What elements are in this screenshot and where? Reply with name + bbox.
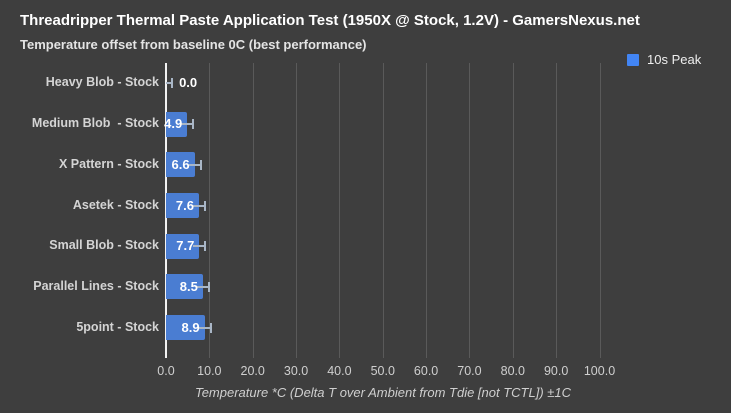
error-bar — [192, 204, 205, 207]
category-label: Small Blob - Stock — [49, 238, 159, 253]
category-label: Asetek - Stock — [72, 197, 159, 212]
bar-value-label: 8.5 — [179, 278, 198, 294]
gridline — [296, 63, 298, 358]
x-tick-label: 30.0 — [283, 364, 309, 378]
chart-title: Threadripper Thermal Paste Application T… — [20, 12, 640, 29]
category-label: Heavy Blob - Stock — [45, 75, 159, 90]
legend: 10s Peak — [627, 52, 701, 67]
x-tick-label: 90.0 — [543, 364, 569, 378]
legend-swatch-icon — [627, 53, 639, 66]
bar — [166, 111, 188, 137]
bar-value-label: 0.0 — [179, 75, 198, 91]
error-bar — [196, 285, 209, 288]
legend-label: 10s Peak — [647, 52, 702, 67]
bar — [166, 315, 205, 341]
error-bar-cap — [192, 119, 195, 130]
error-bar-cap — [207, 281, 210, 292]
error-bar-cap — [171, 78, 174, 89]
x-tick-label: 80.0 — [500, 364, 525, 378]
bar-value-label: 7.6 — [175, 197, 194, 213]
gridline — [209, 63, 211, 358]
x-tick-label: 10.0 — [197, 364, 222, 378]
gridline — [426, 63, 428, 358]
error-bar-cap — [199, 159, 202, 170]
category-label: Parallel Lines - Stock — [33, 278, 159, 293]
x-tick-label: 40.0 — [327, 364, 352, 378]
x-tick-label: 60.0 — [413, 364, 439, 378]
gridline — [339, 63, 341, 358]
gridline — [469, 63, 471, 358]
bar-value-label: 8.9 — [181, 319, 200, 335]
bar-value-label: 6.6 — [171, 156, 190, 172]
x-tick-label: 100.0 — [583, 364, 616, 378]
x-axis-title: Temperature *C (Delta T over Ambient fro… — [194, 385, 572, 400]
x-tick-label: 70.0 — [457, 364, 482, 378]
category-label: X Pattern - Stock — [58, 156, 159, 171]
x-tick-label: 20.0 — [240, 364, 265, 378]
error-bar-cap — [204, 200, 206, 211]
error-bar — [181, 123, 194, 126]
bar — [166, 274, 203, 300]
gridline — [599, 63, 601, 358]
category-label: Medium Blob - Stock — [31, 116, 159, 131]
x-tick-label: 50.0 — [370, 364, 395, 378]
category-label: 5point - Stock — [76, 319, 159, 334]
gridline — [382, 63, 384, 358]
error-bar-cap — [204, 241, 207, 252]
gridline — [556, 63, 558, 358]
error-bar-cap — [209, 322, 212, 333]
error-bar — [198, 326, 211, 329]
error-bar — [166, 82, 173, 85]
bar-value-label: 7.7 — [176, 238, 195, 254]
x-tick-label: 0.0 — [157, 364, 175, 378]
chart-subtitle: Temperature offset from baseline 0C (bes… — [20, 37, 367, 52]
bar-value-label: 4.9 — [164, 116, 183, 132]
gridline — [512, 63, 514, 358]
error-bar — [193, 245, 206, 248]
gridline — [252, 63, 254, 358]
error-bar — [188, 163, 201, 166]
